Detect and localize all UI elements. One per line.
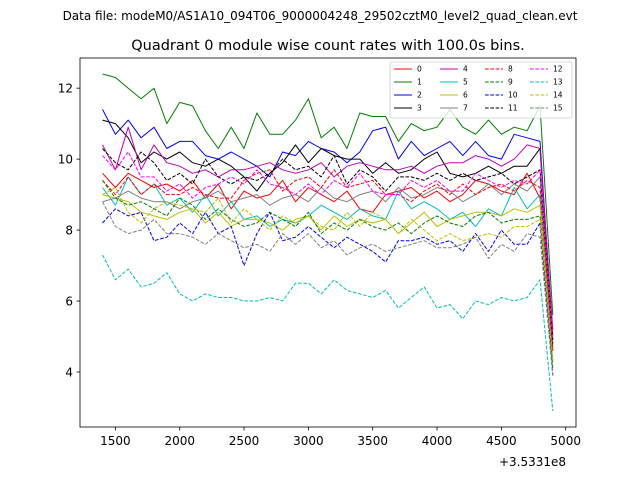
legend-label-9: 9	[508, 78, 513, 87]
x-tick-label: 1500	[100, 434, 131, 448]
legend-label-2: 2	[417, 91, 422, 100]
series-line-8	[102, 169, 554, 351]
x-offset-label: +3.5331e8	[499, 455, 566, 469]
legend-label-14: 14	[553, 91, 563, 100]
series-line-10	[102, 208, 554, 376]
series-line-6	[102, 194, 554, 362]
series-line-14	[102, 187, 554, 362]
series-line-13	[102, 254, 554, 412]
series-lines	[102, 73, 554, 412]
y-tick-label: 12	[58, 81, 73, 95]
legend-label-15: 15	[553, 104, 563, 113]
series-line-15	[102, 201, 554, 376]
series-line-2	[102, 109, 554, 337]
x-tick-label: 2500	[229, 434, 260, 448]
series-line-3	[102, 119, 554, 341]
x-tick-label: 3000	[293, 434, 324, 448]
y-tick-label: 4	[65, 365, 73, 379]
chart-title: Quadrant 0 module wise count rates with …	[131, 38, 525, 54]
legend-label-3: 3	[417, 104, 422, 113]
y-tick-label: 6	[65, 294, 73, 308]
series-line-7	[102, 176, 554, 348]
legend-label-4: 4	[463, 65, 468, 74]
axes-frame	[79, 57, 577, 428]
legend-label-7: 7	[463, 104, 468, 113]
y-tick-label: 10	[58, 152, 73, 166]
series-line-0	[102, 172, 554, 351]
legend-label-11: 11	[508, 104, 518, 113]
figure-suptitle: Data file: modeM0/AS1A10_094T06_90000042…	[63, 9, 578, 23]
series-line-1	[102, 73, 554, 316]
legend-label-8: 8	[508, 65, 513, 74]
legend-box	[389, 61, 573, 119]
y-tick-label: 8	[65, 223, 73, 237]
series-line-12	[102, 151, 554, 341]
x-tick-label: 4500	[486, 434, 517, 448]
legend-label-1: 1	[417, 78, 422, 87]
legend-label-5: 5	[463, 78, 468, 87]
legend-label-10: 10	[508, 91, 518, 100]
legend-label-6: 6	[463, 91, 468, 100]
legend-label-0: 0	[417, 65, 422, 74]
x-tick-label: 2000	[164, 434, 195, 448]
series-line-4	[102, 126, 554, 330]
legend-label-12: 12	[553, 65, 563, 74]
series-line-5	[102, 176, 554, 362]
x-tick-label: 5000	[550, 434, 581, 448]
legend-label-13: 13	[553, 78, 563, 87]
plot-area: 1500 2000 2500 3000 3500 4000 4500 500046810120…	[58, 57, 581, 448]
x-tick-label: 3500	[357, 434, 388, 448]
series-line-11	[102, 148, 554, 344]
x-tick-label: 4000	[422, 434, 453, 448]
